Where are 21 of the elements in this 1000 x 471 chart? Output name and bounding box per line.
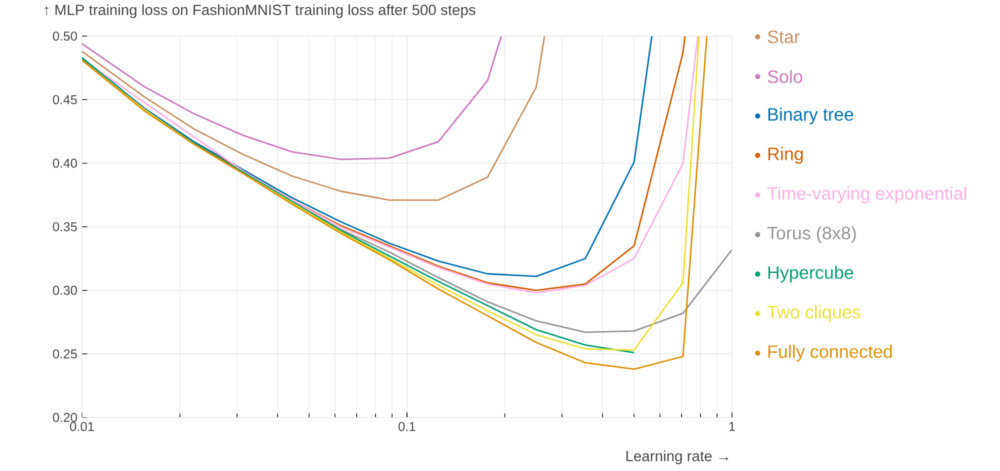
legend-label: Torus (8x8) — [767, 226, 856, 243]
y-tick-label: 0.40 — [52, 158, 77, 168]
x-tick-label: 0.1 — [398, 422, 416, 431]
x-tick-label: 1 — [729, 422, 735, 431]
x-tick-label: 0.01 — [70, 422, 94, 431]
y-tick-label: 0.30 — [52, 286, 77, 295]
y-tick-label: 0.25 — [52, 349, 77, 358]
legend-label: Binary tree — [768, 107, 854, 124]
legend-label: Ring — [768, 146, 803, 164]
legend-label: Hypercube — [768, 265, 854, 282]
y-tick-label: 0.20 — [52, 412, 77, 422]
y-tick-label: 0.45 — [52, 94, 77, 104]
legend-label: Two cliques — [767, 304, 860, 322]
y-tick-label: 0.50 — [52, 31, 77, 40]
y-tick-label: 0.35 — [52, 222, 77, 232]
legend-label: Fully connected — [768, 344, 892, 362]
legend-label: Time-varying exponential — [767, 186, 966, 204]
chart-title: ↑ MLP training loss on FashionMNIST training loss after 500 steps — [44, 4, 476, 18]
legend-label: Star — [768, 30, 800, 44]
legend-label: Solo — [768, 70, 802, 83]
x-axis-title: Learning rate → — [626, 450, 728, 464]
